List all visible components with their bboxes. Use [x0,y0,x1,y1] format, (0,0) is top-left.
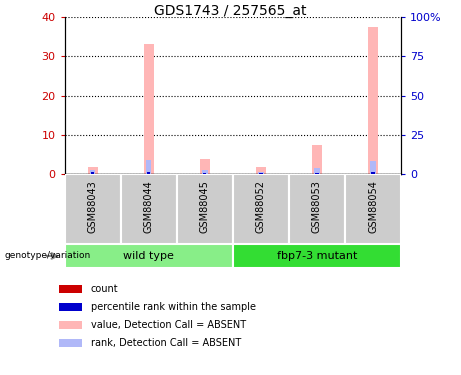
Bar [59,321,83,329]
Bar [59,303,83,311]
Bar [233,244,401,268]
Bar [147,172,150,174]
Bar [90,170,95,174]
Bar [177,174,233,244]
Bar [315,172,319,174]
Text: GSM88053: GSM88053 [312,180,322,233]
Text: count: count [91,284,118,294]
Bar [259,173,262,174]
Bar [372,172,375,174]
Bar [345,174,401,244]
Text: wild type: wild type [123,251,174,261]
Bar [289,174,345,244]
Bar [256,167,266,174]
Text: GSM88045: GSM88045 [200,180,210,233]
Text: genotype/variation: genotype/variation [5,251,91,260]
Text: rank, Detection Call = ABSENT: rank, Detection Call = ABSENT [91,338,241,348]
Bar [233,174,289,244]
Bar [315,173,319,174]
Bar [88,166,98,174]
Text: GSM88052: GSM88052 [256,180,266,233]
Bar [203,173,207,174]
Text: GDS1743 / 257565_at: GDS1743 / 257565_at [154,4,307,18]
Bar [314,168,320,174]
Bar [91,172,94,174]
Bar [65,244,233,268]
Bar [200,159,210,174]
Bar [370,161,376,174]
Text: value, Detection Call = ABSENT: value, Detection Call = ABSENT [91,320,246,330]
Bar [59,285,83,293]
Bar [259,173,262,174]
Text: fbp7-3 mutant: fbp7-3 mutant [277,251,357,261]
Text: percentile rank within the sample: percentile rank within the sample [91,302,255,312]
Text: GSM88043: GSM88043 [88,180,98,232]
Bar [258,172,264,174]
Bar [368,27,378,174]
Bar [147,172,150,174]
Bar [121,174,177,244]
Bar [202,170,207,174]
Text: GSM88044: GSM88044 [144,180,154,232]
Bar [65,174,121,244]
Text: GSM88054: GSM88054 [368,180,378,233]
Bar [312,145,322,174]
Bar [372,172,375,174]
Bar [59,339,83,347]
Bar [91,172,94,174]
Bar [144,45,154,174]
Bar [146,160,152,174]
Bar [203,173,207,174]
